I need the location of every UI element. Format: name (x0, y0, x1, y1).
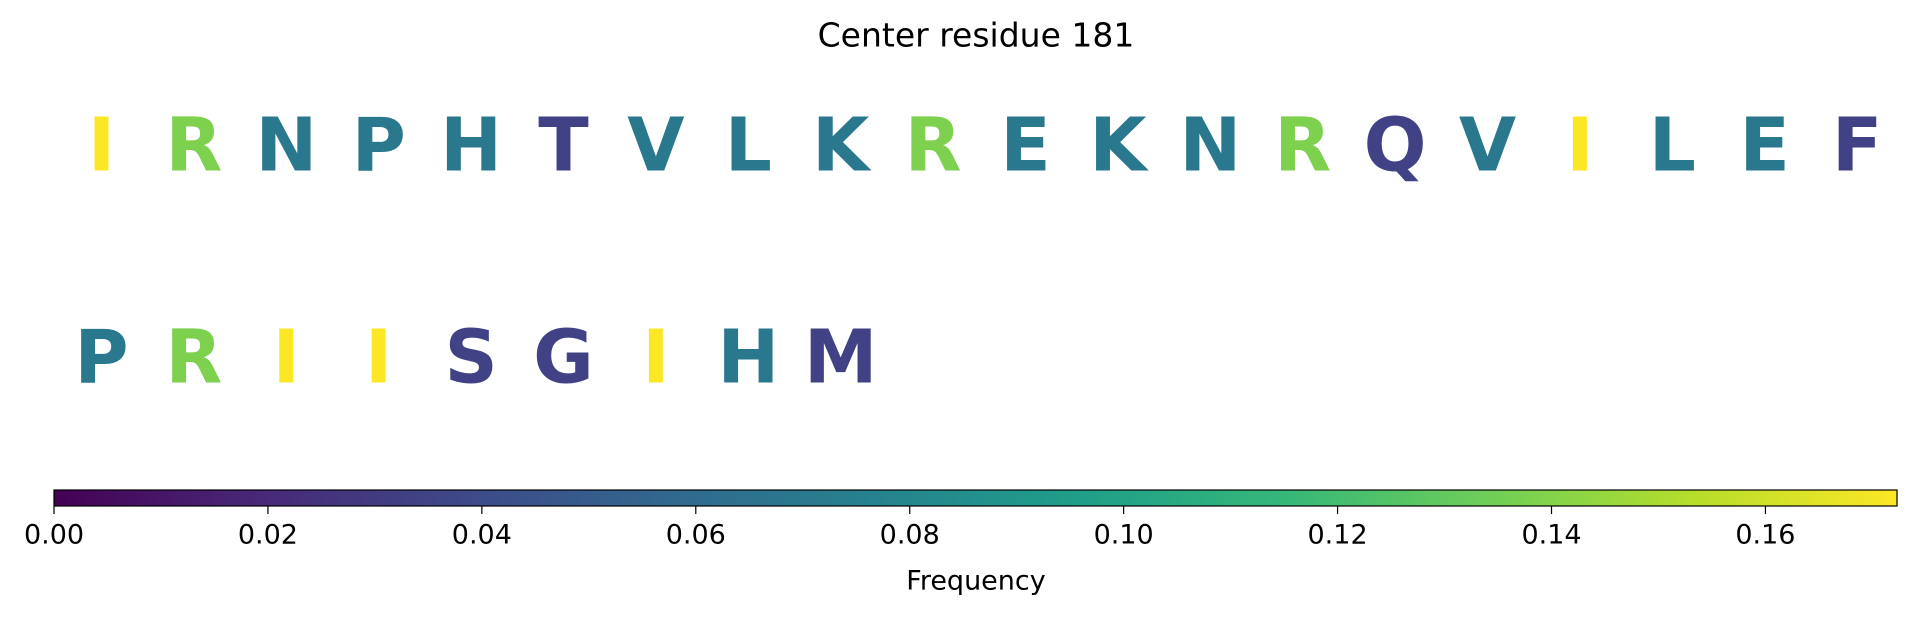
residue-letter: P (352, 103, 406, 189)
residue-letter: K (812, 103, 872, 189)
residue-letter: H (717, 315, 779, 401)
x-tick-label: 0.00 (24, 520, 84, 551)
residue-letter: P (74, 315, 128, 401)
residue-letter: N (1179, 103, 1241, 189)
residue-letter: K (1089, 103, 1149, 189)
residue-letter: E (1739, 103, 1790, 189)
chart-title: Center residue 181 (818, 16, 1135, 55)
x-tick-label: 0.08 (880, 520, 940, 551)
residue-letter: R (1274, 103, 1331, 189)
residue-letter: F (1832, 103, 1883, 189)
residue-letter: R (165, 103, 222, 189)
x-tick-label: 0.12 (1308, 520, 1368, 551)
residue-letter: S (444, 315, 497, 401)
x-tick-label: 0.04 (452, 520, 512, 551)
residue-letter: I (88, 103, 116, 189)
residue-letter: L (725, 103, 772, 189)
residue-letter: V (1459, 103, 1516, 189)
x-tick-label: 0.14 (1521, 520, 1581, 551)
x-tick-label: 0.10 (1094, 520, 1154, 551)
residue-letter: I (273, 315, 301, 401)
x-tick-label: 0.02 (238, 520, 298, 551)
residue-letter: V (627, 103, 684, 189)
residue-letter: M (804, 315, 878, 401)
residue-letter: R (905, 103, 962, 189)
residue-letter: E (1000, 103, 1051, 189)
residue-letter: R (165, 315, 222, 401)
x-tick-label: 0.16 (1735, 520, 1795, 551)
residue-letter: G (533, 315, 594, 401)
residue-letter: Q (1364, 103, 1427, 189)
residue-letter: T (538, 103, 589, 189)
residue-letter: I (1566, 103, 1594, 189)
residue-letter: I (365, 315, 393, 401)
residue-letter: N (255, 103, 317, 189)
residue-letter: I (642, 315, 670, 401)
x-axis-label: Frequency (906, 566, 1046, 597)
colorbar (53, 489, 1898, 507)
residue-letter: H (440, 103, 502, 189)
residue-letter: L (1649, 103, 1696, 189)
x-tick-label: 0.06 (666, 520, 726, 551)
